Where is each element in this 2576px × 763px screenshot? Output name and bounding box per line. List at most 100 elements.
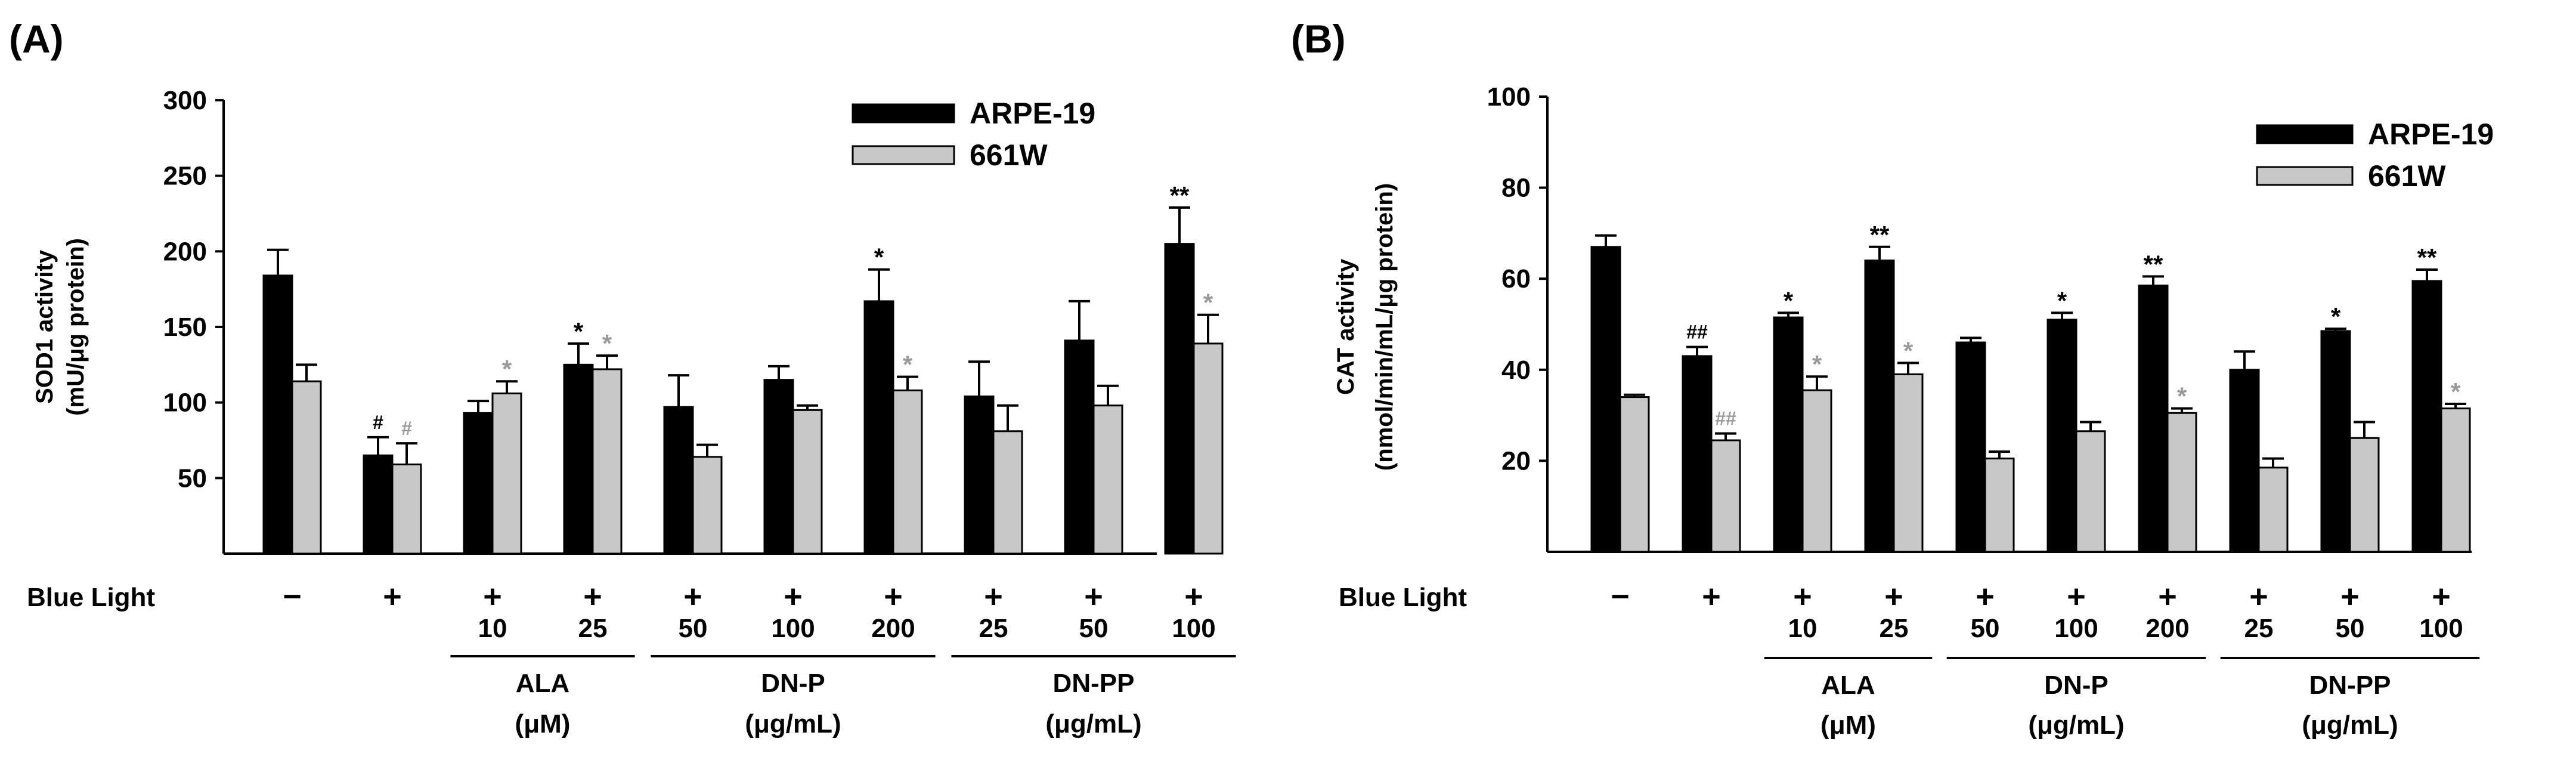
significance-marker: * (2331, 302, 2341, 330)
bar-661w (2166, 412, 2197, 553)
group-name: DN-P (2044, 671, 2109, 700)
significance-marker: * (1812, 350, 1822, 378)
bar-661w (391, 464, 422, 555)
significance-marker: * (2451, 378, 2461, 406)
blue-light-mark: + (1184, 579, 1203, 614)
bar-arpe19 (2138, 285, 2169, 553)
blue-light-mark: − (283, 579, 302, 614)
legend-661w-label: 661W (970, 138, 1048, 172)
dose-label: 50 (1079, 614, 1109, 643)
legend-661w-label: 661W (2368, 159, 2446, 193)
significance-marker: # (373, 412, 383, 433)
group-name: DN-P (761, 669, 825, 698)
bar-661w (1893, 373, 1924, 553)
dose-label: 100 (771, 614, 815, 643)
significance-marker: * (1784, 286, 1794, 314)
dose-label: 100 (2054, 614, 2098, 643)
dose-label: 200 (871, 614, 915, 643)
significance-marker: * (502, 355, 512, 383)
bar-661w (792, 409, 823, 555)
dose-label: 100 (2419, 614, 2463, 643)
blue-light-mark: + (1976, 579, 1995, 614)
y-tick-label: 300 (163, 86, 207, 115)
blue-light-mark: + (2432, 579, 2451, 614)
panel-label: (A) (9, 17, 64, 61)
bar-arpe19 (763, 379, 794, 555)
y-axis-unit: (mU/μg protein) (63, 238, 89, 416)
dose-label: 10 (1788, 614, 1818, 643)
bar-arpe19 (1773, 316, 1804, 553)
blue-light-mark: + (784, 579, 803, 614)
bar-arpe19 (1682, 355, 1713, 553)
group-unit: (μg/mL) (2302, 711, 2398, 740)
bar-661w (291, 380, 322, 555)
group-unit: (μg/mL) (1045, 709, 1141, 739)
bar-661w (1193, 342, 1224, 555)
y-tick-label: 40 (1501, 356, 1531, 385)
y-tick-label: 50 (178, 464, 207, 493)
group-name: DN-PP (2309, 671, 2391, 700)
y-tick-label: 60 (1501, 264, 1531, 294)
blue-light-mark: + (383, 579, 402, 614)
significance-marker: ** (2144, 250, 2163, 278)
blue-light-mark: + (1793, 579, 1812, 614)
blue-light-mark: + (1702, 579, 1721, 614)
legend-arpe19-label: ARPE-19 (2368, 118, 2494, 151)
blue-light-mark: + (2249, 579, 2268, 614)
bar-661w (1710, 439, 1741, 553)
dose-label: 50 (679, 614, 708, 643)
blue-light-mark: − (1611, 579, 1630, 614)
y-tick-label: 20 (1501, 446, 1531, 475)
bar-arpe19 (663, 406, 694, 555)
dose-label: 25 (578, 614, 608, 643)
bar-661w (2349, 437, 2380, 553)
significance-marker: * (602, 329, 612, 357)
significance-marker: * (903, 351, 913, 379)
dose-label: 25 (979, 614, 1008, 643)
dose-label: 50 (2336, 614, 2365, 643)
significance-marker: * (2057, 286, 2067, 314)
y-tick-label: 100 (163, 388, 207, 418)
legend-arpe19-label: ARPE-19 (970, 97, 1095, 130)
bar-661w (2440, 407, 2471, 553)
group-unit: (μg/mL) (745, 709, 841, 739)
legend-arpe19-swatch (852, 103, 955, 123)
dose-label: 100 (1172, 614, 1215, 643)
legend-661w-swatch (852, 145, 955, 165)
y-tick-label: 80 (1501, 174, 1531, 203)
bar-661w (491, 392, 522, 555)
group-unit: (μg/mL) (2028, 711, 2124, 740)
y-tick-label: 250 (163, 162, 207, 191)
bar-arpe19 (1064, 339, 1095, 555)
bar-arpe19 (1864, 260, 1895, 553)
bar-arpe19 (863, 300, 894, 555)
blue-light-mark: + (483, 579, 502, 614)
dose-label: 10 (478, 614, 507, 643)
bar-arpe19 (563, 363, 594, 555)
y-tick-label: 150 (163, 313, 207, 342)
chart-panel-a: (A) SOD1 activity (mU/μg protein) 50 100 150 2… (9, 17, 1236, 739)
panel-label: (B) (1291, 17, 1346, 61)
blue-light-mark: + (884, 579, 903, 614)
y-tick-label: 200 (163, 237, 207, 266)
dose-label: 50 (1971, 614, 2000, 643)
significance-marker: * (2177, 382, 2187, 410)
significance-marker: * (1903, 336, 1914, 364)
blue-light-mark: + (2067, 579, 2086, 614)
blue-light-mark: + (1084, 579, 1103, 614)
significance-marker: ** (1170, 181, 1190, 209)
significance-marker: ## (1715, 408, 1736, 430)
bar-arpe19 (262, 274, 293, 555)
blue-light-mark: + (583, 579, 602, 614)
y-axis-unit: (nmol/min/mL/μg protein) (1371, 183, 1398, 471)
blue-light-label: Blue Light (1339, 583, 1467, 612)
bar-661w (2258, 467, 2289, 553)
significance-marker: * (574, 317, 584, 345)
significance-marker: ** (1870, 221, 1890, 249)
bar-arpe19 (2046, 319, 2077, 553)
blue-light-mark: + (2158, 579, 2177, 614)
legend-661w-swatch (2256, 166, 2354, 186)
chart-panel-b: (B) CAT activity (nmol/min/mL/μg protein) 2… (1291, 17, 2494, 740)
bar-661w (1984, 458, 2015, 553)
